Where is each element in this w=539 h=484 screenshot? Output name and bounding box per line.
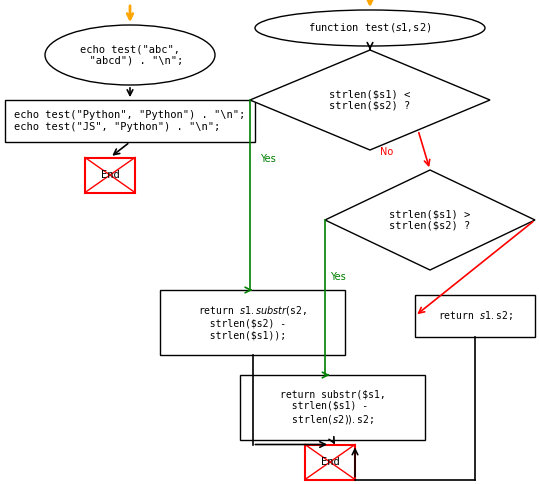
Text: Yes: Yes <box>260 154 276 164</box>
Text: No: No <box>538 202 539 212</box>
Text: function test($s1, $s2): function test($s1, $s2) <box>308 21 432 34</box>
Text: End: End <box>321 457 340 467</box>
Text: return $s1 . substr($s2,
  strlen($s2) -
  strlen($s1));: return $s1 . substr($s2, strlen($s2) - s… <box>198 304 307 341</box>
Text: echo test("abc",
  "abcd") . "\n";: echo test("abc", "abcd") . "\n"; <box>77 44 183 66</box>
Bar <box>160 290 345 355</box>
Text: strlen($s1) >
strlen($s2) ?: strlen($s1) > strlen($s2) ? <box>389 209 471 231</box>
Ellipse shape <box>45 25 215 85</box>
Bar <box>85 157 135 193</box>
Text: End: End <box>101 170 119 180</box>
Text: Yes: Yes <box>330 272 345 282</box>
Bar <box>415 295 535 337</box>
Bar <box>5 100 255 142</box>
Polygon shape <box>325 170 535 270</box>
Text: No: No <box>380 147 393 157</box>
Bar <box>305 444 355 480</box>
Ellipse shape <box>255 10 485 46</box>
Text: return substr($s1,
  strlen($s1) -
  strlen($s2)) . $s2;: return substr($s1, strlen($s1) - strlen(… <box>280 389 385 426</box>
Bar <box>240 375 425 440</box>
Text: return $s1 . $s2;: return $s1 . $s2; <box>438 309 513 322</box>
Text: echo test("Python", "Python") . "\n";
echo test("JS", "Python") . "\n";: echo test("Python", "Python") . "\n"; ec… <box>15 110 246 132</box>
Polygon shape <box>250 50 490 150</box>
Text: strlen($s1) <
strlen($s2) ?: strlen($s1) < strlen($s2) ? <box>329 89 411 111</box>
